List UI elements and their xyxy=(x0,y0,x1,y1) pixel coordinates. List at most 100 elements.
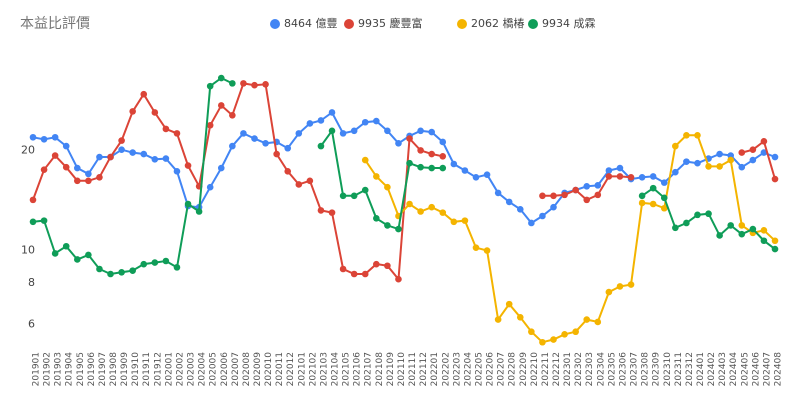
x-tick-label: 201906 xyxy=(87,352,97,387)
data-point xyxy=(62,242,70,250)
legend-marker xyxy=(457,19,467,29)
legend-label: 8464 億豐 xyxy=(284,17,338,30)
x-tick-label: 202003 xyxy=(187,352,197,386)
x-tick-label: 202106 xyxy=(353,352,363,387)
data-point xyxy=(262,140,269,147)
data-point xyxy=(62,142,70,150)
x-tick-label: 202105 xyxy=(342,352,352,386)
data-point xyxy=(350,127,358,135)
data-point xyxy=(505,198,513,206)
data-point xyxy=(162,257,170,265)
x-tick-label: 202001 xyxy=(164,352,174,386)
data-point xyxy=(107,153,114,161)
data-point xyxy=(417,127,424,135)
x-tick-label: 202306 xyxy=(618,352,628,387)
data-point xyxy=(118,269,125,276)
x-tick-label: 201910 xyxy=(131,352,141,387)
data-point xyxy=(40,166,48,173)
chart-title: 本益比評價 xyxy=(20,15,90,32)
data-point xyxy=(129,149,136,156)
data-point xyxy=(594,182,602,189)
x-tick-label: 202402 xyxy=(707,352,717,386)
plot-area xyxy=(29,74,779,346)
x-tick-label: 202407 xyxy=(762,352,772,386)
data-point xyxy=(361,118,369,126)
x-tick-label: 202309 xyxy=(652,352,662,387)
data-point xyxy=(605,167,613,174)
x-tick-label: 202112 xyxy=(419,352,429,386)
data-point xyxy=(428,203,435,211)
data-point xyxy=(317,142,325,150)
data-point xyxy=(683,132,690,139)
data-point xyxy=(483,247,491,254)
data-point xyxy=(738,230,746,238)
data-point xyxy=(771,245,779,253)
legend-marker xyxy=(270,19,280,29)
data-point xyxy=(229,111,236,119)
data-point xyxy=(373,117,380,125)
data-point xyxy=(439,152,447,160)
data-point xyxy=(361,186,369,194)
data-point xyxy=(62,163,70,171)
x-tick-label: 201907 xyxy=(98,352,108,386)
data-point xyxy=(616,283,624,290)
x-tick-label: 202310 xyxy=(663,352,673,387)
x-tick-label: 202107 xyxy=(364,352,374,386)
x-tick-label: 201901 xyxy=(32,352,42,386)
data-point xyxy=(395,140,402,147)
data-point xyxy=(749,225,757,233)
data-point xyxy=(672,168,679,176)
data-point xyxy=(760,149,768,156)
data-point xyxy=(683,158,690,165)
data-point xyxy=(694,211,701,219)
data-point xyxy=(162,125,170,133)
data-point xyxy=(184,200,192,208)
data-point xyxy=(406,200,413,208)
data-point xyxy=(361,156,369,164)
x-tick-label: 202206 xyxy=(486,352,496,387)
data-point xyxy=(472,244,480,251)
data-point xyxy=(672,142,679,150)
data-point xyxy=(494,316,502,323)
data-point xyxy=(328,127,336,135)
data-point xyxy=(738,149,746,156)
data-point xyxy=(229,142,236,150)
data-point xyxy=(638,192,646,200)
data-point xyxy=(583,196,591,204)
data-point xyxy=(295,130,303,137)
data-point xyxy=(129,108,136,115)
x-tick-label: 202312 xyxy=(685,352,695,386)
data-point xyxy=(40,217,48,224)
data-point xyxy=(716,232,723,239)
data-point xyxy=(173,264,181,271)
data-point xyxy=(85,251,92,259)
data-point xyxy=(206,121,214,129)
data-point xyxy=(406,159,413,167)
data-point xyxy=(251,135,258,142)
data-point xyxy=(694,132,701,139)
x-tick-label: 202307 xyxy=(630,352,640,386)
x-tick-label: 202204 xyxy=(463,352,473,387)
data-point xyxy=(51,152,59,159)
x-tick-label: 202009 xyxy=(253,352,263,387)
data-point xyxy=(85,170,92,178)
x-tick-label: 202203 xyxy=(452,352,462,386)
x-tick-label: 202403 xyxy=(718,352,728,386)
x-tick-label: 202208 xyxy=(508,352,518,387)
data-point xyxy=(129,267,136,274)
data-point xyxy=(705,210,712,218)
data-point xyxy=(450,218,458,226)
data-point xyxy=(450,160,458,168)
x-tick-label: 202109 xyxy=(386,352,396,387)
x-tick-label: 202201 xyxy=(430,352,440,386)
data-point xyxy=(373,260,380,268)
y-tick-label: 20 xyxy=(21,143,35,156)
x-tick-label: 201905 xyxy=(76,352,86,386)
data-point xyxy=(494,189,502,197)
data-point xyxy=(550,192,557,200)
data-point xyxy=(96,153,103,161)
x-tick-label: 201912 xyxy=(153,352,163,386)
x-tick-label: 202110 xyxy=(397,352,407,387)
data-point xyxy=(660,204,668,212)
x-tick-label: 202102 xyxy=(308,352,318,386)
